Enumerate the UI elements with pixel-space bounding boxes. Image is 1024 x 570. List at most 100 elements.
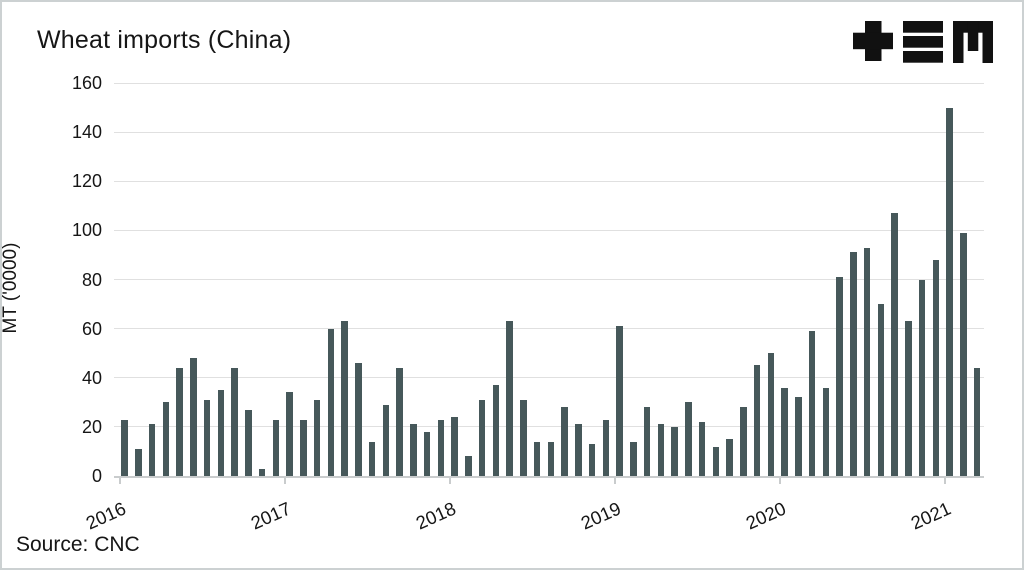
x-tick-label: 2019: [577, 497, 624, 534]
gridline: [114, 426, 984, 428]
y-tick-label: 80: [81, 269, 102, 290]
y-tick-label: 100: [71, 220, 102, 241]
bar-jun-2020: [850, 252, 857, 476]
plus-icon: [853, 21, 893, 61]
bar-may-2020: [836, 277, 843, 476]
gridline: [114, 377, 984, 379]
x-tick-mark: [448, 476, 451, 484]
y-tick-label: 60: [81, 318, 102, 339]
x-tick-mark: [283, 476, 286, 484]
x-tick-mark: [943, 476, 946, 484]
bar-aug-2019: [712, 446, 719, 476]
bar-dec-2020: [932, 259, 939, 476]
bar-dec-2018: [602, 419, 609, 476]
bar-jul-2019: [698, 421, 706, 476]
y-tick-label: 120: [71, 171, 102, 192]
bar-oct-2018: [575, 424, 582, 476]
bar-nov-2016: [258, 468, 266, 476]
chart-title: Wheat imports (China): [37, 26, 292, 54]
gridline: [114, 131, 984, 133]
x-tick-label: 2017: [247, 497, 294, 534]
m-glyph-icon: [953, 21, 993, 63]
bar-oct-2016: [245, 409, 252, 476]
bar-sep-2019: [726, 439, 733, 476]
bar-sep-2018: [561, 407, 568, 476]
bar-apr-2020: [822, 387, 829, 476]
bar-nov-2019: [753, 365, 761, 476]
bar-apr-2019: [657, 424, 664, 476]
bar-jan-2019: [616, 326, 623, 476]
bar-aug-2020: [877, 304, 884, 476]
bar-jun-2019: [685, 402, 692, 476]
three-bars-icon: [903, 21, 943, 63]
y-tick-label: 0: [91, 466, 102, 486]
bar-nov-2020: [918, 279, 926, 476]
bar-dec-2016: [272, 419, 279, 476]
bar-may-2017: [341, 321, 348, 476]
bar-jan-2020: [781, 387, 788, 476]
x-tick-mark: [778, 476, 781, 484]
bar-dec-2019: [767, 353, 774, 476]
bar-sep-2016: [231, 367, 238, 476]
bar-jan-2017: [286, 392, 293, 476]
x-tick-label: 2016: [82, 497, 129, 534]
bar-jul-2016: [203, 399, 211, 476]
bar-aug-2017: [382, 404, 389, 476]
bar-jun-2018: [520, 399, 527, 476]
bar-mar-2018: [478, 399, 486, 476]
bar-mar-2021: [973, 367, 981, 476]
y-tick-label: 140: [71, 122, 102, 143]
bar-apr-2018: [492, 385, 499, 476]
bar-sep-2020: [891, 213, 898, 476]
gridline: [114, 180, 984, 182]
bar-dec-2017: [437, 419, 444, 476]
bar-feb-2021: [960, 232, 967, 476]
x-tick-mark: [118, 476, 121, 484]
bar-feb-2020: [795, 397, 802, 476]
bar-aug-2018: [547, 441, 554, 476]
bar-feb-2017: [300, 419, 307, 476]
bar-apr-2016: [162, 402, 169, 476]
bar-may-2018: [506, 321, 513, 476]
gridline: [114, 229, 984, 231]
bar-jan-2021: [946, 107, 953, 476]
x-tick-label: 2018: [412, 497, 459, 534]
bar-aug-2016: [217, 390, 224, 476]
bar-feb-2019: [630, 441, 637, 476]
x-tick-label: 2020: [742, 497, 789, 534]
y-tick-label: 40: [81, 367, 102, 388]
bar-nov-2018: [588, 444, 596, 476]
bar-sep-2017: [396, 367, 403, 476]
bar-mar-2020: [808, 331, 816, 476]
bar-feb-2016: [135, 448, 142, 476]
bar-oct-2017: [410, 424, 417, 476]
bar-jun-2017: [355, 363, 362, 476]
bar-mar-2019: [643, 407, 651, 476]
brand-logo-icon: [853, 21, 993, 63]
source-note: Source: CNC: [16, 533, 140, 556]
y-tick-label: 20: [81, 416, 102, 437]
bar-jul-2017: [368, 441, 376, 476]
x-tick-mark: [613, 476, 616, 484]
bar-may-2016: [176, 367, 183, 476]
bar-nov-2017: [423, 431, 431, 476]
bar-jul-2018: [533, 441, 541, 476]
bar-oct-2020: [905, 321, 912, 476]
bar-oct-2019: [740, 407, 747, 476]
gridline: [114, 328, 984, 330]
bar-apr-2017: [327, 328, 334, 476]
bar-jan-2016: [121, 419, 128, 476]
y-tick-label: 160: [71, 73, 102, 93]
bar-mar-2016: [148, 424, 156, 476]
gridline: [114, 82, 984, 84]
plot-area: [114, 82, 984, 484]
bar-may-2019: [671, 426, 678, 476]
bar-feb-2018: [465, 456, 472, 476]
bar-jan-2018: [451, 417, 458, 476]
gridline: [114, 279, 984, 280]
bar-jul-2020: [863, 247, 871, 476]
x-tick-label: 2021: [907, 497, 954, 534]
bar-mar-2017: [313, 399, 321, 476]
x-axis-baseline: [114, 476, 984, 478]
